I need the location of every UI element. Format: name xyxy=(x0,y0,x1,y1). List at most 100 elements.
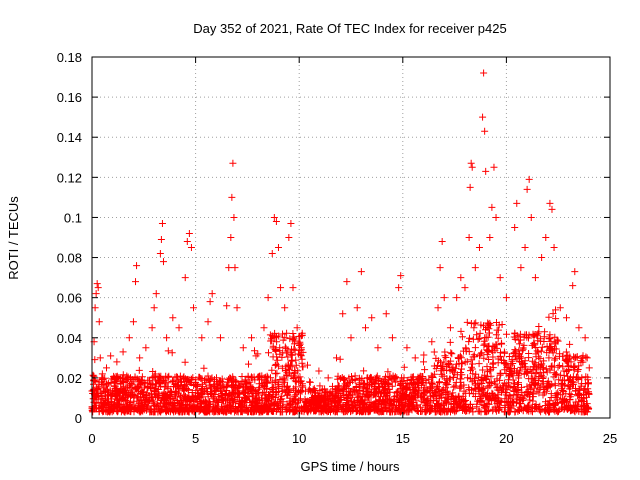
data-point xyxy=(324,374,332,382)
data-point xyxy=(190,304,198,312)
data-point xyxy=(158,219,166,227)
data-point xyxy=(225,264,233,272)
data-point xyxy=(468,163,476,171)
y-tick-label: 0.16 xyxy=(57,90,82,105)
data-point xyxy=(411,354,419,362)
data-point xyxy=(562,314,570,322)
data-point xyxy=(440,294,448,302)
data-point xyxy=(527,213,535,221)
data-point xyxy=(542,234,550,241)
data-point xyxy=(107,352,115,360)
data-point xyxy=(466,183,474,191)
data-point xyxy=(297,344,305,352)
data-point xyxy=(287,219,295,227)
data-point xyxy=(467,159,475,167)
data-point xyxy=(523,185,531,193)
data-point xyxy=(93,280,101,288)
data-point xyxy=(343,278,351,286)
data-point xyxy=(306,378,314,386)
data-point xyxy=(397,272,405,280)
data-point xyxy=(368,314,376,322)
data-point xyxy=(502,294,510,302)
data-point xyxy=(353,304,361,312)
y-tick-label: 0.02 xyxy=(57,371,82,386)
data-point xyxy=(159,258,167,266)
data-point xyxy=(231,264,239,272)
data-point xyxy=(403,344,411,352)
grid-layer xyxy=(92,57,610,418)
data-point xyxy=(94,284,102,292)
data-point xyxy=(187,244,195,252)
data-point xyxy=(91,304,99,312)
data-point xyxy=(438,238,446,246)
data-point xyxy=(538,254,546,262)
data-point xyxy=(142,344,150,352)
y-tick-label: 0.06 xyxy=(57,291,82,306)
data-point xyxy=(181,274,189,282)
data-point xyxy=(156,250,164,258)
data-point xyxy=(339,310,347,318)
data-point xyxy=(206,298,214,306)
x-tick-label: 25 xyxy=(603,431,617,446)
data-point xyxy=(382,310,390,318)
y-tick-label: 0.08 xyxy=(57,251,82,266)
data-point xyxy=(228,193,236,201)
y-axis-label: ROTI / TECUs xyxy=(6,196,21,280)
data-point xyxy=(490,163,498,171)
data-point xyxy=(581,334,589,342)
noise-points xyxy=(88,306,593,416)
data-point xyxy=(281,304,289,312)
y-tick-label: 0.12 xyxy=(57,170,82,185)
data-point xyxy=(123,374,131,382)
data-point xyxy=(525,175,533,183)
x-tick-label: 15 xyxy=(396,431,410,446)
data-point xyxy=(175,324,183,332)
data-point xyxy=(216,334,224,342)
x-axis-label: GPS time / hours xyxy=(301,459,400,474)
data-point xyxy=(95,318,103,326)
data-point xyxy=(486,234,494,241)
data-point xyxy=(233,304,241,312)
data-point xyxy=(479,113,487,121)
data-point xyxy=(230,213,238,221)
data-point xyxy=(492,213,500,221)
data-point xyxy=(152,290,160,298)
data-point xyxy=(357,268,365,276)
y-tick-label: 0.04 xyxy=(57,331,82,346)
data-point xyxy=(488,203,496,211)
data-point xyxy=(428,338,436,346)
data-point xyxy=(272,217,280,225)
data-point xyxy=(148,324,156,332)
data-point xyxy=(285,234,293,241)
data-point xyxy=(332,354,340,362)
data-points-layer xyxy=(90,69,593,390)
data-point xyxy=(150,304,158,312)
data-point xyxy=(453,294,461,302)
data-point xyxy=(198,334,206,342)
data-point xyxy=(434,304,442,312)
data-point xyxy=(471,264,479,272)
data-point xyxy=(223,302,231,310)
data-point xyxy=(227,234,235,241)
data-point xyxy=(293,324,301,332)
chart-title: Day 352 of 2021, Rate Of TEC Index for r… xyxy=(193,21,506,36)
data-point xyxy=(96,354,104,362)
data-point xyxy=(420,358,428,366)
y-tick-label: 0.14 xyxy=(57,130,82,145)
data-point xyxy=(550,244,558,252)
data-point xyxy=(277,284,285,292)
data-point xyxy=(248,334,256,342)
data-point xyxy=(98,370,106,378)
data-point xyxy=(132,278,140,286)
data-point xyxy=(183,238,191,246)
data-point xyxy=(395,284,403,292)
data-point xyxy=(204,318,212,326)
noise-points-layer xyxy=(88,306,593,416)
data-point xyxy=(229,159,237,167)
data-point xyxy=(583,354,591,362)
data-point xyxy=(481,127,489,135)
data-point xyxy=(133,262,141,270)
data-point xyxy=(208,290,216,298)
data-point xyxy=(136,354,144,362)
